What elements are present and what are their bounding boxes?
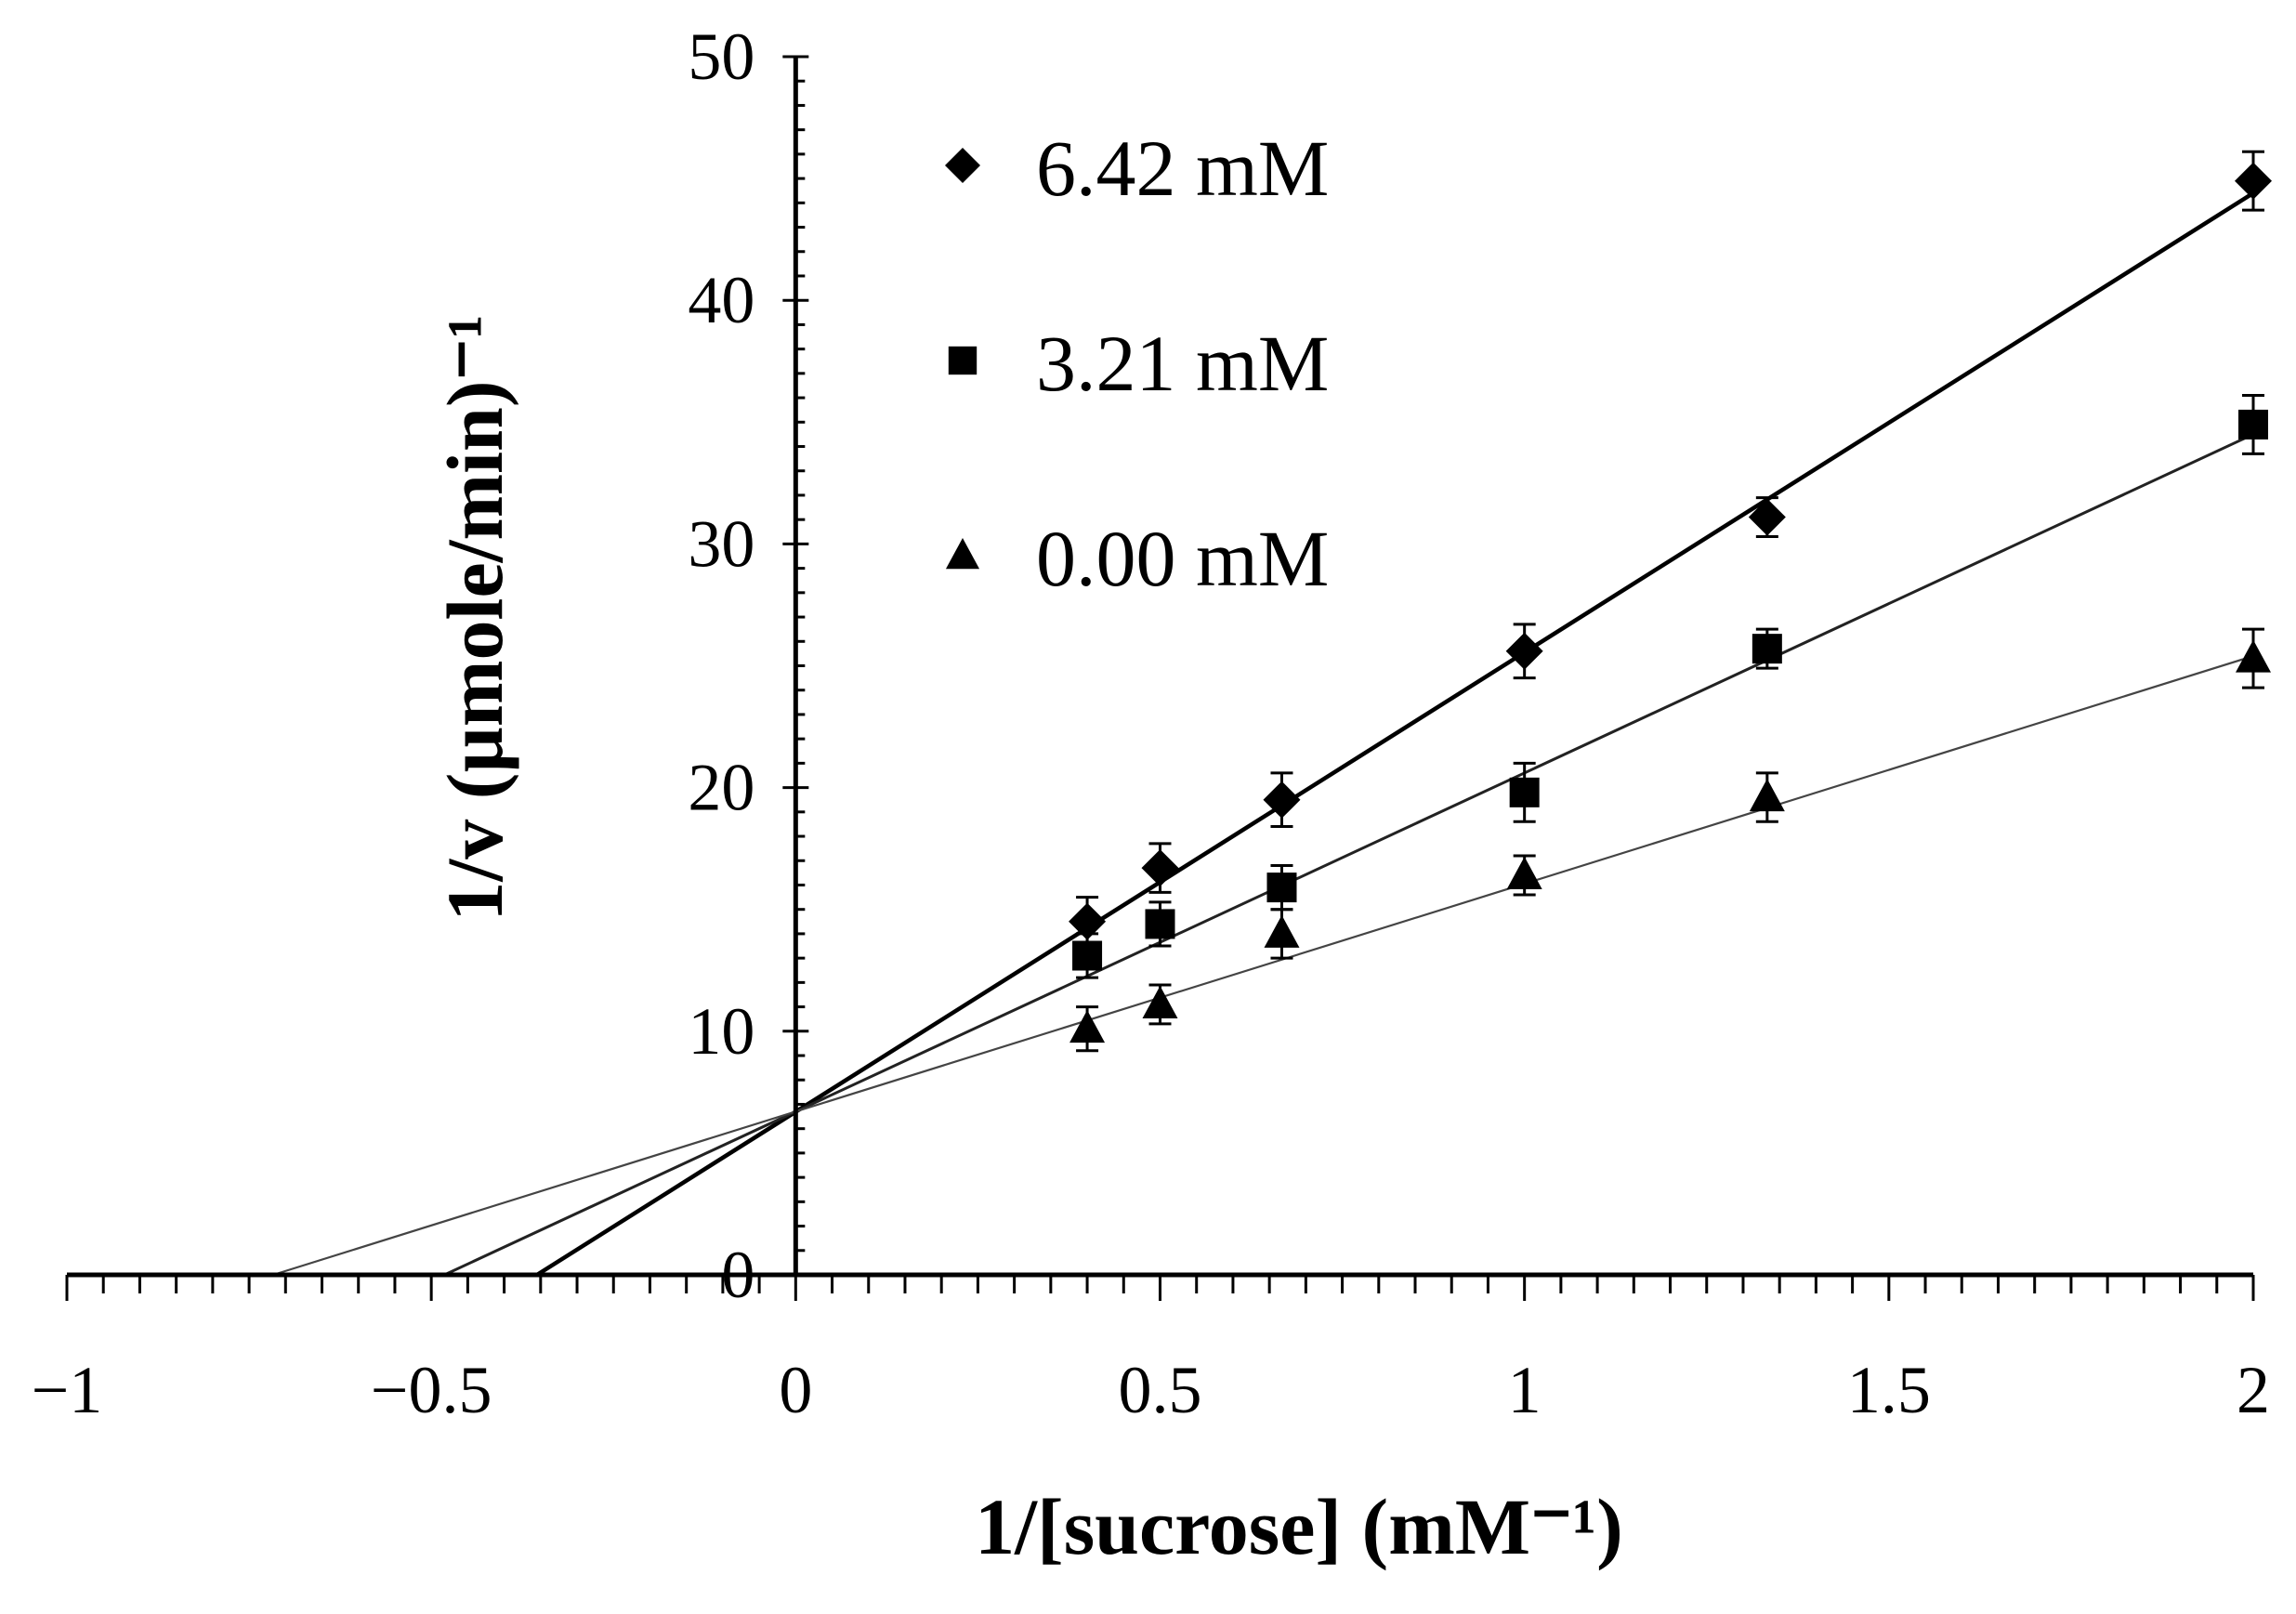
triangle-marker (1749, 779, 1785, 812)
diamond-marker (1069, 902, 1107, 940)
square-marker (1145, 909, 1175, 939)
triangle-marker (1142, 985, 1178, 1018)
diamond-marker (1263, 781, 1301, 819)
x-axis-title: 1/[sucrose] (mM⁻¹) (975, 1482, 1623, 1571)
legend-label: 0.00 mM (1036, 514, 1329, 603)
y-tick-labels: 0 10 20 30 40 50 (688, 20, 754, 1312)
axes: −1 −0.5 0 0.5 1 1.5 2 0 10 20 30 40 50 (32, 20, 2270, 1427)
y-tick-label: 50 (688, 20, 754, 94)
legend-label: 6.42 mM (1036, 124, 1329, 213)
square-marker (948, 346, 977, 375)
legend: 6.42 mM 3.21 mM 0.00 mM (945, 124, 1329, 603)
square-marker (1072, 940, 1103, 971)
square-marker (1266, 873, 1297, 903)
diamond-marker (2235, 162, 2272, 200)
x-tick-label: −1 (32, 1353, 103, 1427)
square-marker (2238, 409, 2268, 440)
fit-line (535, 190, 2255, 1277)
triangle-marker (1069, 1010, 1106, 1043)
legend-label: 3.21 mM (1036, 319, 1329, 408)
x-tick-label: 1.5 (1847, 1353, 1931, 1427)
diamond-marker (945, 148, 980, 183)
y-axis-title: 1/v (µmole/min)⁻¹ (430, 314, 519, 921)
x-tick-labels: −1 −0.5 0 0.5 1 1.5 2 (32, 1353, 2270, 1427)
y-tick-label: 40 (688, 263, 754, 337)
data-markers (1069, 162, 2272, 1043)
diamond-marker (1505, 632, 1543, 670)
x-tick-label: 1 (1508, 1353, 1542, 1427)
x-tick-label: 0 (779, 1353, 812, 1427)
triangle-marker (945, 538, 980, 570)
square-marker (1752, 634, 1782, 664)
fit-lines (272, 190, 2255, 1277)
y-tick-label: 30 (688, 506, 754, 581)
y-tick-label: 20 (688, 751, 754, 825)
x-tick-label: −0.5 (371, 1353, 492, 1427)
fit-line (272, 654, 2254, 1277)
x-minor-ticks (65, 1275, 2255, 1301)
triangle-marker (1264, 914, 1300, 948)
triangle-marker (1506, 856, 1542, 889)
y-tick-label: 0 (721, 1238, 754, 1312)
triangle-marker (2236, 639, 2271, 673)
x-tick-label: 0.5 (1119, 1353, 1202, 1427)
diamond-marker (1141, 849, 1179, 887)
y-minor-ticks (782, 55, 809, 1277)
diamond-marker (1748, 498, 1786, 536)
square-marker (1509, 777, 1540, 807)
fit-line (443, 433, 2254, 1277)
x-tick-label: 2 (2237, 1353, 2270, 1427)
y-tick-label: 10 (688, 994, 754, 1069)
